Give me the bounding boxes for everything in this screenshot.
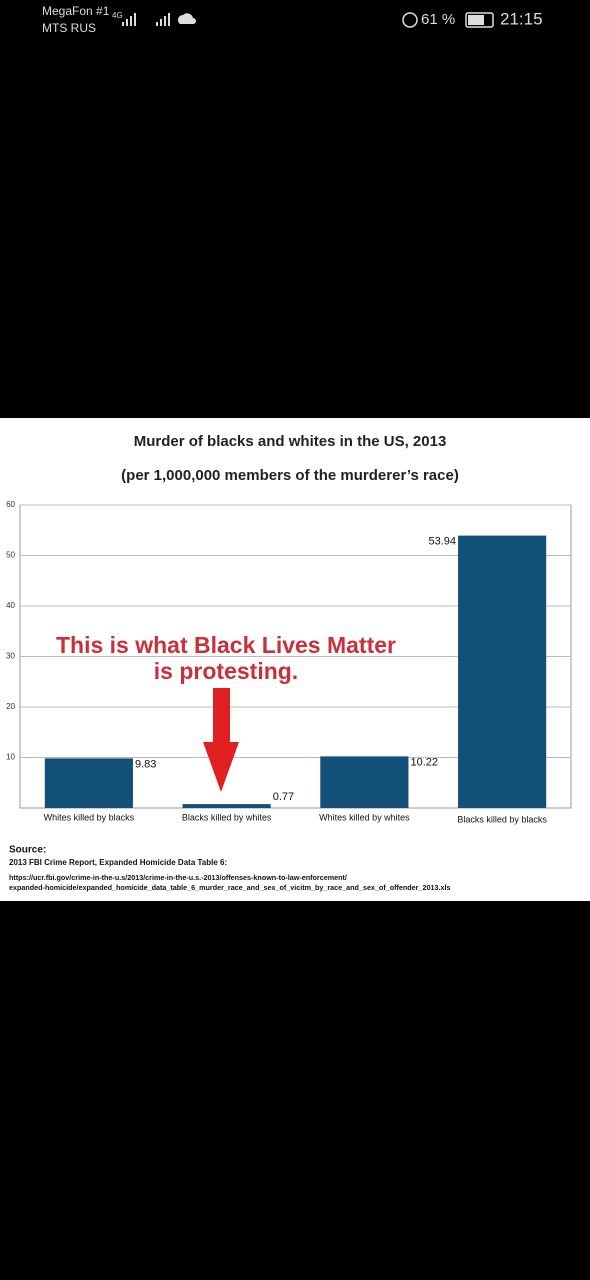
y-tick-label: 60 <box>6 500 15 509</box>
battery-icon <box>465 12 494 28</box>
value-label: 9.83 <box>135 758 156 770</box>
y-tick-label: 40 <box>6 601 15 610</box>
x-tick-label: Blacks killed by whites <box>182 812 272 822</box>
y-tick-label: 20 <box>6 702 15 711</box>
value-label: 0.77 <box>273 791 294 803</box>
source-url: expanded-homicide/expanded_homicide_data… <box>9 883 450 892</box>
y-tick-label: 10 <box>6 753 15 762</box>
carrier: MegaFon #1 <box>42 4 110 18</box>
annotation: This is what Black Lives Matter <box>56 632 396 658</box>
value-label: 53.94 <box>429 536 457 548</box>
chart-title: Murder of blacks and whites in the US, 2… <box>134 433 447 450</box>
network: 4G <box>112 11 123 20</box>
x-tick-label: Blacks killed by blacks <box>457 814 547 824</box>
battery-percent: 61 % <box>421 11 455 28</box>
bar <box>182 804 271 808</box>
source-text: 2013 FBI Crime Report, Expanded Homicide… <box>9 858 227 867</box>
x-tick-label: Whites killed by blacks <box>44 812 135 822</box>
x-tick-label: Whites killed by whites <box>319 812 410 822</box>
bar <box>320 756 409 808</box>
arrow <box>203 688 239 792</box>
signal-icon <box>122 13 196 26</box>
battery-level <box>468 15 484 25</box>
bar <box>44 758 133 808</box>
y-tick-label: 50 <box>6 551 15 560</box>
source-url: https://ucr.fbi.gov/crime-in-the-u.s/201… <box>9 873 347 882</box>
carrier: MTS RUS <box>42 21 96 35</box>
chart-subtitle: (per 1,000,000 members of the murderer’s… <box>121 467 459 484</box>
annotation: is protesting. <box>154 658 298 684</box>
y-tick-label: 30 <box>6 652 15 661</box>
value-label: 10.22 <box>410 756 438 768</box>
clock: 21:15 <box>500 9 543 28</box>
source-label: Source: <box>9 845 46 856</box>
bar <box>458 535 547 808</box>
alarm-icon <box>402 12 418 28</box>
